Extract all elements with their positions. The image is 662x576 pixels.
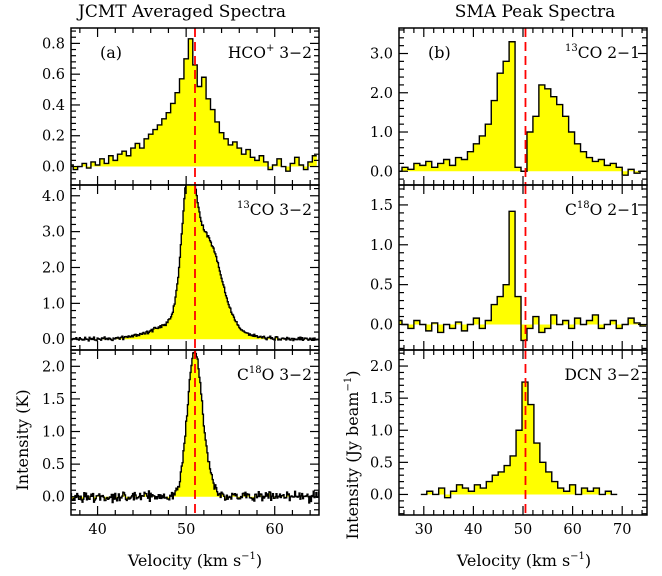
right-x-axis-label: Velocity (km s−1): [456, 551, 591, 570]
x-tick-label: 50: [514, 522, 532, 538]
spectrum-line: [399, 41, 647, 176]
panel-label: (a): [100, 43, 122, 62]
y-tick-label: 0.5: [42, 457, 65, 473]
y-tick-label: 0.2: [42, 129, 65, 145]
y-tick-label: 0.5: [370, 455, 393, 471]
x-tick-label: 50: [177, 522, 195, 538]
spectrum-panel-2: 0.0 1.0 2.0 3.0 4.0 13CO 3−2: [42, 184, 320, 351]
spectrum-panel-6: 30 40 50 60 70 0.0 0.5 1.0 1.5 2.0 DCN 3−2: [370, 349, 648, 538]
x-tick-label: 30: [415, 522, 433, 538]
spectrum-line: [71, 185, 319, 342]
spectrum-plot-area: [420, 350, 618, 515]
y-tick-label: 2.0: [42, 261, 65, 277]
spectrum-fill: [399, 211, 647, 341]
left-x-axis-label: Velocity (km s−1): [127, 551, 262, 570]
line-label: C18O 2−1: [565, 200, 640, 219]
y-tick-label: 1.5: [370, 198, 393, 214]
spectrum-panel-3: 40 50 60 0.0 0.5 1.0 1.5 2.0 C18O 3−2: [42, 349, 320, 538]
x-tick-label: 60: [563, 522, 581, 538]
y-tick-label: 1.0: [42, 296, 65, 312]
line-label: 13CO 2−1: [565, 43, 640, 62]
x-tick-label: 60: [265, 522, 283, 538]
line-label: 13CO 3−2: [237, 200, 312, 219]
y-tick-label: 1.0: [370, 238, 393, 254]
right-y-axis-label: Intensity (Jy beam−1): [343, 371, 362, 540]
spectrum-line: [399, 210, 647, 342]
spectrum-fill: [420, 382, 618, 498]
y-tick-label: 0.0: [42, 490, 65, 506]
y-tick-label: 0.0: [370, 164, 393, 180]
y-tick-label: 0.4: [42, 98, 65, 114]
y-tick-label: 0.0: [42, 332, 65, 348]
y-tick-label: 1.0: [370, 125, 393, 141]
y-tick-label: 1.5: [42, 392, 65, 408]
spectrum-panel-5: 0.0 0.5 1.0 1.5 C18O 2−1: [370, 184, 648, 351]
y-tick-label: 0.5: [370, 278, 393, 294]
spectrum-plot-area: [399, 28, 647, 185]
y-tick-label: 1.0: [42, 425, 65, 441]
left-title: JCMT Averaged Spectra: [76, 2, 286, 22]
spectrum-line: [71, 38, 317, 172]
x-tick-label: 40: [88, 522, 106, 538]
y-tick-label: 2.0: [370, 86, 393, 102]
y-tick-label: 3.0: [370, 47, 393, 63]
spectrum-plot-area: [71, 185, 319, 350]
panel-frame: [70, 349, 320, 516]
panels: 0.0 0.2 0.4 0.6 0.8 (a) HCO+ 3−2 0.0 1.0 2.0 3.0 4.…: [42, 27, 648, 538]
right-title: SMA Peak Spectra: [455, 2, 616, 22]
y-tick-label: 2.0: [370, 359, 393, 375]
y-tick-label: 0.8: [42, 36, 65, 52]
line-label: HCO+ 3−2: [228, 43, 312, 62]
spectrum-fill: [71, 38, 317, 172]
spectrum-panel-4: 0.0 1.0 2.0 3.0 (b) 13CO 2−1: [370, 27, 648, 186]
y-tick-label: 0.0: [42, 160, 65, 176]
line-label: DCN 3−2: [565, 366, 641, 384]
left-y-axis-label: Intensity (K): [13, 389, 32, 490]
y-tick-label: 3.0: [42, 225, 65, 241]
x-tick-label: 70: [613, 522, 631, 538]
panel-label: (b): [428, 43, 451, 62]
y-tick-label: 0.6: [42, 67, 65, 83]
x-tick-label: 40: [464, 522, 482, 538]
y-tick-label: 0.0: [370, 487, 393, 503]
spectrum-panel-1: 0.0 0.2 0.4 0.6 0.8 (a) HCO+ 3−2: [42, 27, 320, 186]
spectrum-plot-area: [399, 185, 647, 350]
line-label: C18O 3−2: [237, 365, 312, 384]
y-tick-label: 1.0: [370, 423, 393, 439]
spectrum-plot-area: [71, 28, 317, 185]
spectrum-plot-area: [71, 350, 319, 515]
y-tick-label: 4.0: [42, 189, 65, 205]
spectrum-line: [420, 381, 618, 499]
y-tick-label: 1.5: [370, 391, 393, 407]
y-tick-label: 0.0: [370, 317, 393, 333]
y-tick-label: 2.0: [42, 359, 65, 375]
spectrum-line: [71, 350, 319, 504]
